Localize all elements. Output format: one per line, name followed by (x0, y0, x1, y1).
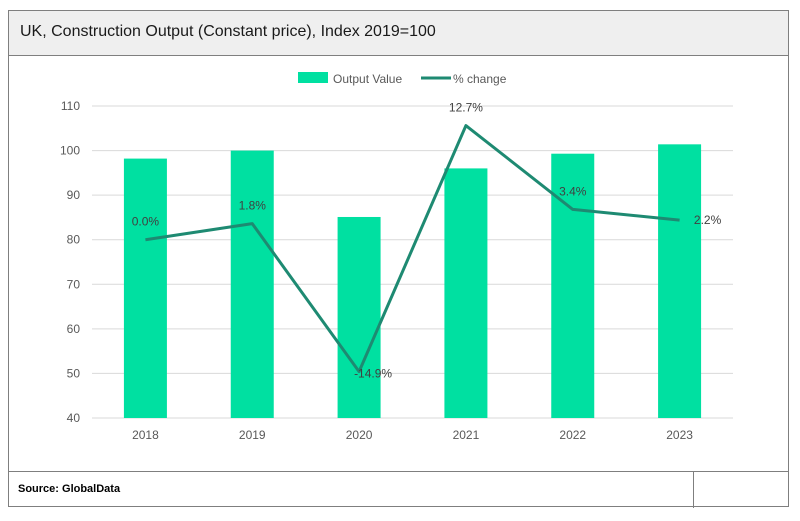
data-label: 12.7% (449, 101, 483, 115)
y-tick-label: 90 (67, 188, 81, 202)
footer: Source: GlobalData (9, 471, 788, 508)
title-bar: UK, Construction Output (Constant price)… (9, 11, 788, 56)
x-tick-label: 2023 (666, 428, 693, 442)
chart-frame: UK, Construction Output (Constant price)… (8, 10, 789, 508)
data-label: 0.0% (132, 215, 160, 229)
y-tick-label: 60 (67, 322, 81, 336)
legend-swatch-bar (298, 72, 328, 83)
y-tick-label: 40 (67, 411, 81, 425)
y-tick-label: 100 (60, 144, 80, 158)
data-label: 1.8% (239, 199, 267, 213)
x-tick-label: 2022 (559, 428, 586, 442)
y-tick-label: 80 (67, 233, 81, 247)
chart-svg: 40 50 60 70 80 90 100 110 2018 2019 2020 2021 2022 20… (60, 72, 733, 442)
data-label: 3.4% (559, 184, 587, 198)
x-tick-label: 2021 (453, 428, 480, 442)
legend-label: % change (453, 72, 507, 86)
chart-title: UK, Construction Output (Constant price)… (20, 23, 436, 40)
legend-label: Output Value (333, 72, 402, 86)
bar (337, 216, 381, 418)
bar (230, 150, 274, 419)
x-tick-label: 2020 (346, 428, 373, 442)
x-tick-label: 2018 (132, 428, 159, 442)
chart-area: 40 50 60 70 80 90 100 110 2018 2019 2020 2021 2022 20… (9, 56, 788, 471)
bar (444, 168, 488, 418)
y-tick-label: 70 (67, 277, 81, 291)
data-label: 2.2% (694, 213, 722, 227)
y-tick-label: 110 (61, 99, 80, 113)
line-series (145, 124, 680, 374)
y-tick-label: 50 (67, 366, 81, 380)
source-label: Source: GlobalData (18, 483, 121, 495)
bar (123, 158, 167, 418)
bar (658, 144, 702, 418)
x-tick-label: 2019 (239, 428, 266, 442)
footer-divider (693, 472, 694, 508)
data-label: -14.9% (354, 367, 392, 381)
